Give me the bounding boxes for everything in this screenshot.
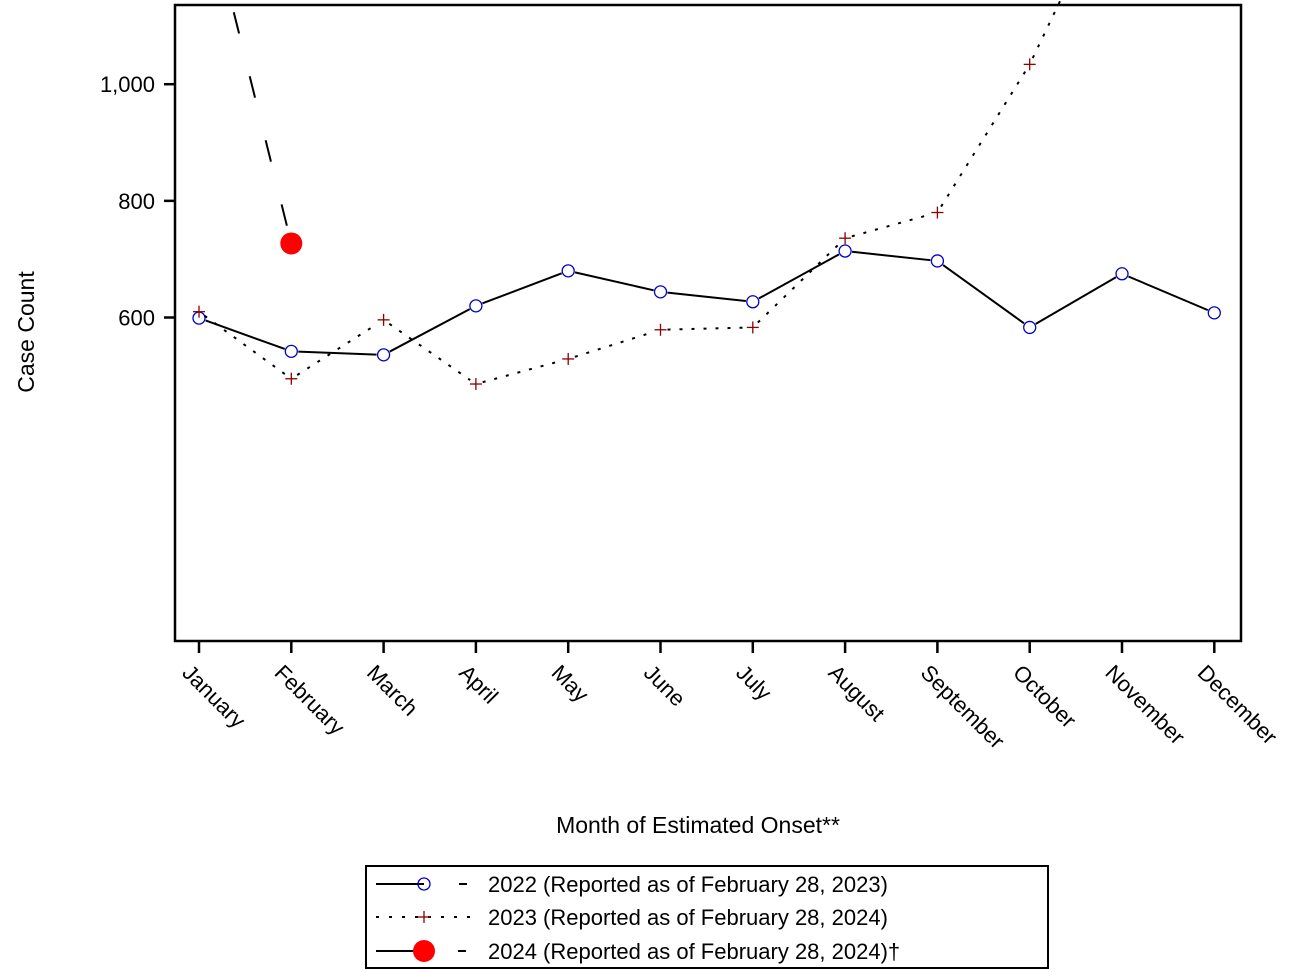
data-point — [377, 313, 390, 326]
data-point — [376, 348, 391, 362]
x-tick-label: March — [362, 660, 423, 721]
legend-label: 2022 (Reported as of February 28, 2023) — [488, 872, 888, 897]
data-point — [561, 264, 575, 278]
legend-label: 2023 (Reported as of February 28, 2024) — [488, 905, 888, 930]
series-segment — [229, 0, 290, 233]
data-point — [1207, 306, 1221, 320]
series-segment — [1035, 276, 1117, 325]
x-tick-label: December — [1193, 660, 1282, 749]
series-segment — [482, 272, 563, 305]
series-segment — [940, 69, 1027, 208]
legend-marker — [418, 911, 430, 923]
series-segment — [204, 314, 287, 376]
data-point — [746, 321, 759, 334]
x-tick-label: May — [547, 660, 594, 707]
series-segment — [574, 271, 654, 292]
series-segment — [942, 264, 1025, 325]
data-point — [193, 305, 205, 318]
y-axis-title: Case Count — [13, 271, 39, 393]
series-segment — [1031, 0, 1062, 59]
x-tick-label: August — [824, 660, 890, 726]
x-tick-label: July — [731, 660, 776, 705]
x-tick-label: February — [270, 660, 350, 740]
series-segment — [851, 250, 931, 262]
series-segment — [667, 291, 746, 303]
series-segment — [296, 322, 379, 376]
series-segment — [851, 213, 931, 238]
x-axis: January February March April May June July Augu… — [177, 641, 1282, 754]
legend-label: 2024 (Reported as of February 28, 2024)† — [488, 939, 900, 964]
data-point — [930, 254, 945, 268]
plot-frame — [173, 3, 1243, 643]
series-3 — [229, 0, 303, 255]
legend: 2022 (Reported as of February 28, 2023) 2… — [365, 865, 1049, 969]
series-segment — [298, 350, 377, 356]
legend-item-1: 2022 (Reported as of February 28, 2023) — [376, 872, 888, 897]
data-point — [469, 378, 482, 391]
legend-item-3: 2024 (Reported as of February 28, 2024)† — [376, 939, 900, 964]
legend-marker — [413, 940, 435, 962]
data-point — [931, 206, 944, 219]
series-segment — [388, 323, 471, 381]
series-segment — [757, 242, 841, 324]
data-point — [653, 285, 668, 299]
series-segment — [205, 319, 286, 350]
data-point — [1023, 58, 1036, 71]
series-layer — [192, 0, 1221, 391]
data-point — [469, 299, 483, 313]
data-point — [1023, 320, 1037, 335]
x-axis-title: Month of Estimated Onset** — [556, 812, 840, 838]
series-segment — [1128, 275, 1209, 312]
series-2 — [193, 0, 1062, 391]
series-segment — [667, 326, 746, 331]
x-tick-label: September — [916, 660, 1010, 754]
x-tick-label: October — [1008, 660, 1081, 733]
series-segment — [574, 330, 655, 358]
x-tick-label: June — [639, 660, 690, 711]
x-tick-label: April — [454, 660, 503, 709]
series-segment — [389, 308, 471, 353]
data-point — [839, 232, 852, 245]
y-tick-label: 600 — [118, 306, 155, 331]
data-point — [284, 344, 298, 359]
legend-box — [365, 865, 1049, 969]
data-point — [562, 352, 575, 365]
legend-item-2: 2023 (Reported as of February 28, 2024) — [376, 905, 888, 930]
data-point — [838, 244, 852, 258]
data-point — [280, 232, 303, 255]
series-1 — [192, 244, 1221, 362]
x-tick-label: November — [1100, 660, 1189, 749]
series-segment — [758, 253, 840, 300]
data-point — [746, 295, 760, 309]
series-segment — [482, 359, 562, 384]
legend-marker — [417, 877, 431, 891]
x-tick-label: January — [177, 660, 250, 733]
data-point — [1115, 267, 1129, 281]
data-point — [285, 372, 298, 385]
y-tick-label: 800 — [118, 189, 155, 214]
data-point — [654, 323, 667, 336]
y-tick-label: 1,000 — [100, 72, 155, 97]
